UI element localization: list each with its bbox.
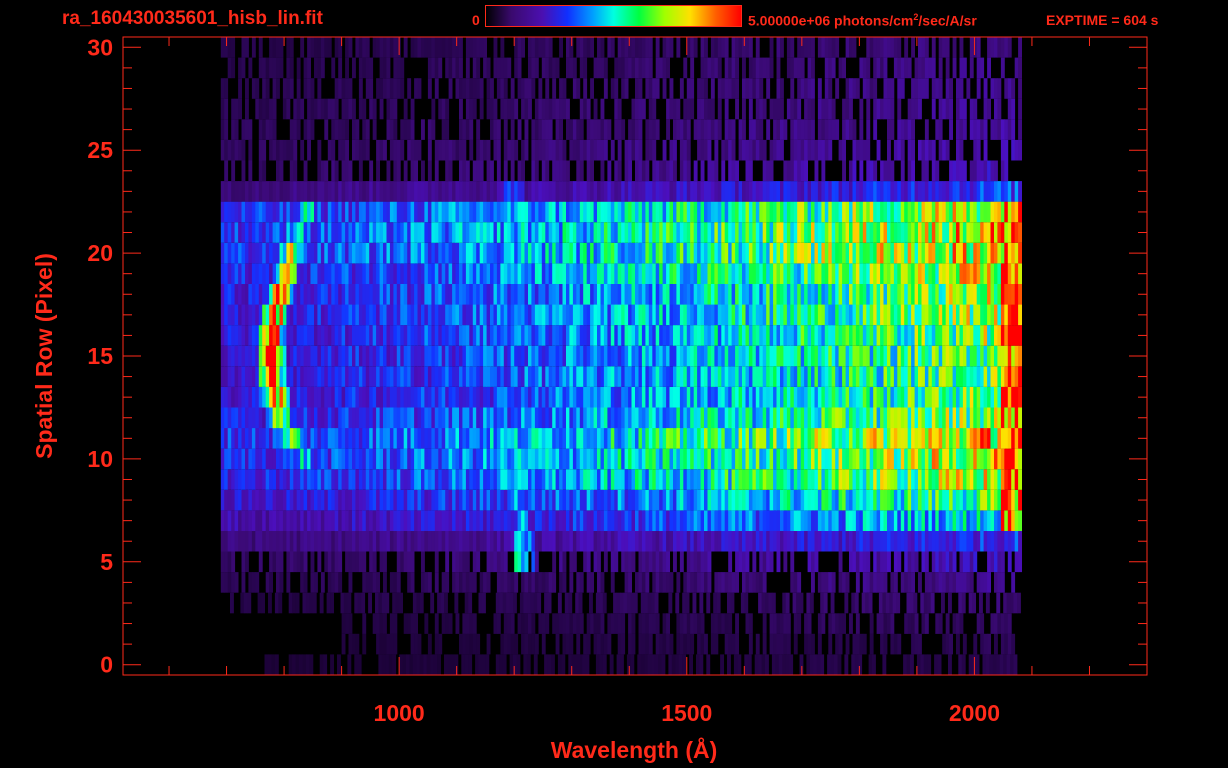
y-tick-label: 20 [87,240,113,266]
heatmap-row [220,448,1022,470]
y-tick-label: 5 [100,549,113,575]
heatmap-row [220,181,1022,202]
heatmap-row [220,407,1022,429]
colorbar-max-value: 5.00000e+06 photons/cm [748,12,914,29]
colorbar [485,5,742,27]
y-tick-label: 0 [100,652,113,678]
heatmap-row [220,469,1022,490]
y-tick-label: 30 [87,34,113,60]
y-axis-title: Spatial Row (Pixel) [31,253,57,459]
x-tick-label: 1500 [661,700,712,726]
heatmap-row [224,160,1009,182]
heatmap-row [230,592,1021,614]
heatmap-row [220,119,1022,140]
y-tick-label: 10 [87,446,113,472]
colorbar-max-unit: /sec/A/sr [918,12,977,29]
x-axis-title: Wavelength (Å) [551,736,718,763]
heatmap-row [341,633,1016,655]
heatmap-row [220,489,1022,511]
heatmap-row [220,201,1022,223]
heatmap-row [220,551,1022,573]
heatmap-row [220,284,1022,305]
heatmap-row [220,325,1022,346]
heatmap-row [220,222,1022,243]
heatmap-row [227,57,1022,79]
colorbar-min-label: 0 [472,12,480,28]
tick-layer: 1000 1500 2000 0 5 10 15 20 25 30 [87,34,1147,726]
heatmap-row [220,345,1022,367]
heatmap-layer [220,37,1022,675]
heatmap-row [220,37,1022,58]
heatmap-row [220,530,1022,552]
heatmap-row [220,428,1022,449]
heatmap-row [220,386,1022,408]
heatmap-row [341,613,1012,634]
exptime-label: EXPTIME = 604 s [1046,12,1159,28]
heatmap-row [220,263,1022,284]
heatmap-row [220,98,1022,120]
heatmap-row [264,654,1018,675]
file-title: ra_160430035601_hisb_lin.fit [62,8,323,29]
heatmap-row [220,366,1022,387]
heatmap-row [220,304,1022,326]
heatmap-row [220,242,1022,264]
colorbar-max-exponent: 2 [913,12,919,22]
heatmap-row [220,572,1016,593]
y-tick-label: 25 [87,137,113,163]
heatmap-row [220,510,1022,531]
heatmap-row [220,139,1022,161]
x-tick-label: 1000 [374,700,425,726]
x-tick-label: 2000 [949,700,1000,726]
y-tick-label: 15 [87,343,113,369]
heatmap-row [220,78,1022,99]
colorbar-max-label: 5.00000e+06 photons/cm2/sec/A/sr [748,12,977,29]
